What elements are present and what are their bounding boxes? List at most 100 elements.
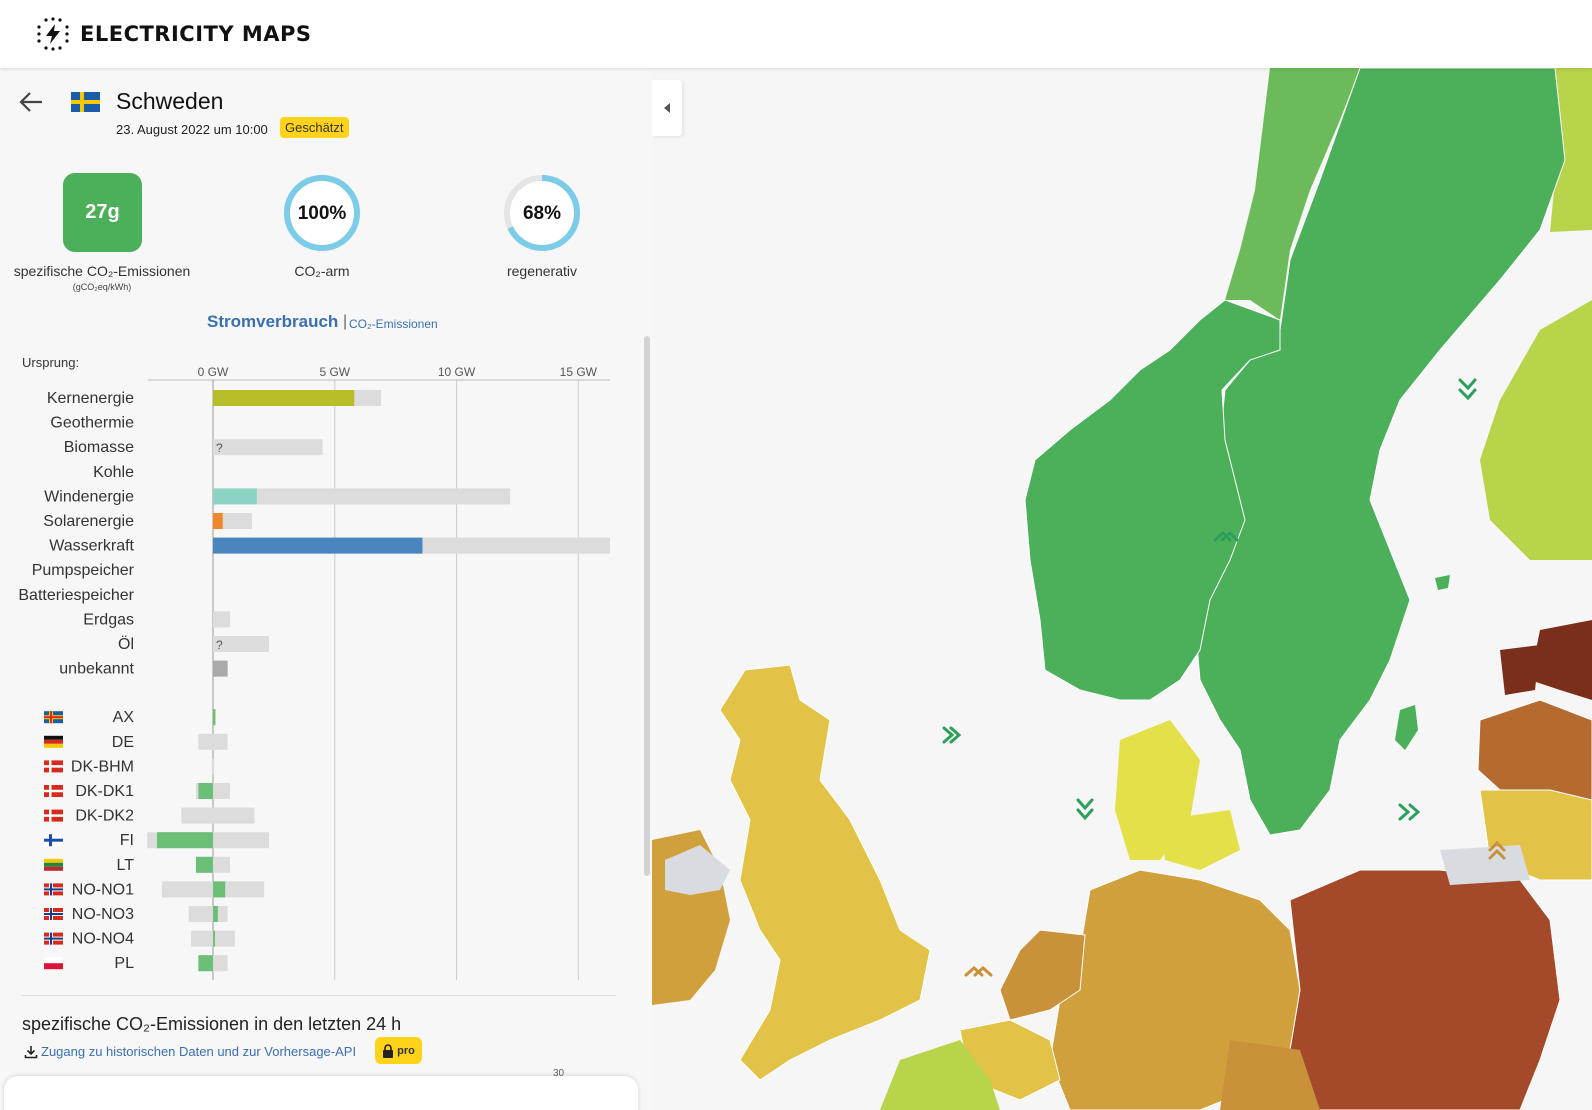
history-title: spezifische CO₂-Emissionen in den letzte… (22, 1014, 402, 1034)
production-bar-5 (213, 513, 223, 529)
exchange-flow-bar-7 (213, 881, 226, 898)
carbon-intensity-unit: (gCO₂eq/kWh) (72, 282, 132, 292)
tick-label-10: 10 GW (438, 365, 476, 379)
origin-label: Ursprung: (22, 355, 80, 370)
capacity-bar-10 (213, 636, 270, 652)
exchange-capacity-bar-1 (198, 733, 228, 750)
flag-no-icon (44, 908, 63, 920)
zone-name: Schweden (116, 88, 224, 114)
low-carbon-label: CO₂-arm (294, 263, 350, 279)
source-label-10: Öl (118, 635, 134, 653)
tick-label-15: 15 GW (560, 365, 598, 379)
exchange-flow-bar-5 (156, 832, 213, 849)
production-bar-11 (213, 660, 228, 677)
exchange-capacity-bar-8 (188, 906, 228, 922)
history-api-link-text[interactable]: Zugang zu historischen Daten und zur Vor… (41, 1044, 357, 1059)
tick-label-5: 5 GW (319, 365, 350, 379)
sweden-flag-icon (71, 92, 100, 112)
chart-title-consumption[interactable]: Stromverbrauch (207, 312, 339, 331)
flag-dk-icon (44, 809, 63, 822)
chart-toggle-emissions[interactable]: CO₂-Emissionen (349, 317, 438, 331)
low-carbon-circle[interactable]: 100% (282, 173, 362, 253)
history-api-link[interactable]: Zugang zu historischen Daten und zur Vor… (24, 1044, 356, 1059)
flag-dk-icon (44, 760, 63, 773)
flag-pl-icon (44, 957, 63, 970)
map-view[interactable] (652, 68, 1592, 1110)
exchange-flow-bar-9 (213, 930, 215, 947)
exchange-label-1: DE (112, 734, 134, 751)
lock-icon (383, 1043, 394, 1058)
flag-fi-icon (44, 834, 63, 847)
brand-name[interactable]: ELECTRICITY MAPS (80, 22, 312, 46)
exchange-capacity-bar-4 (181, 807, 255, 824)
history-chart-card (4, 1076, 638, 1110)
flag-dk-icon (44, 785, 63, 797)
capacity-bar-9 (213, 611, 231, 628)
flag-lt-icon (44, 858, 63, 871)
source-label-8: Batteriespeicher (18, 587, 134, 604)
electricity-maps-logo-icon[interactable] (34, 15, 72, 53)
exchange-label-4: DK-DK2 (75, 808, 134, 825)
source-label-2: Biomasse (64, 439, 134, 456)
capacity-bar-5 (213, 513, 252, 529)
flag-ax-icon (44, 711, 63, 724)
unknown-mark-10: ? (216, 638, 223, 652)
exchange-label-7: NO-NO1 (72, 881, 134, 898)
exchange-label-3: DK-DK1 (75, 783, 134, 800)
renewable-value: 68% (522, 203, 562, 224)
history-axis-tick: 30 (553, 1068, 565, 1079)
tick-label-0: 0 GW (198, 365, 229, 379)
production-bar-4 (213, 488, 257, 505)
exchange-label-2: DK-BHM (71, 758, 134, 775)
collapse-panel-button[interactable] (652, 80, 682, 136)
zone-datetime: 23. August 2022 um 10:00 (116, 122, 268, 137)
production-consumption-chart: 0 GW 5 GW 10 GW 15 GW Kernenergie Geothermie B… (18, 365, 610, 980)
exchange-capacity-bar-2 (211, 758, 215, 775)
exchange-flow-bar-6 (195, 856, 213, 873)
production-bar-6 (213, 537, 423, 554)
low-carbon-value: 100% (297, 203, 347, 224)
exchange-label-5: FI (120, 832, 134, 849)
exchange-flow-bar-8 (213, 906, 218, 922)
capacity-bar-4 (213, 488, 511, 505)
source-label-1: Geothermie (50, 415, 134, 432)
carbon-intensity-label: spezifische CO₂-Emissionen (13, 263, 191, 279)
zone-details-panel: Schweden 23. August 2022 um 10:00 Geschä… (0, 68, 652, 1110)
source-label-0: Kernenergie (47, 390, 134, 407)
flag-de-icon (44, 735, 63, 748)
source-label-5: Solarenergie (43, 513, 134, 530)
section-divider (22, 995, 616, 996)
unknown-mark-2: ? (216, 441, 223, 455)
renewable-label: regenerativ (506, 263, 578, 279)
capacity-bar-2 (213, 439, 323, 456)
panel-scrollbar[interactable] (644, 336, 650, 876)
source-label-7: Pumpspeicher (32, 562, 135, 579)
chart-title-separator: | (343, 313, 348, 330)
source-label-9: Erdgas (83, 611, 134, 628)
estimated-badge[interactable]: Geschätzt (280, 117, 349, 138)
source-label-11: unbekannt (59, 661, 134, 678)
caret-left-icon (664, 103, 670, 113)
renewable-circle[interactable]: 68% (502, 173, 582, 253)
low-carbon-ring (284, 175, 360, 251)
top-bar: ELECTRICITY MAPS (0, 0, 1592, 68)
pro-badge-label: pro (397, 1044, 415, 1057)
source-label-4: Windenergie (44, 488, 134, 505)
europe-map[interactable] (652, 68, 1592, 1110)
exchange-label-0: AX (113, 709, 135, 726)
exchange-flow-bar-0 (213, 709, 216, 726)
renewable-ring (504, 175, 580, 251)
exchange-flow-bar-10 (198, 955, 213, 972)
exchange-label-10: PL (114, 955, 134, 972)
pro-badge[interactable]: pro (375, 1037, 422, 1064)
production-bar-0 (213, 390, 355, 406)
back-arrow-icon[interactable] (18, 90, 44, 114)
source-label-6: Wasserkraft (49, 538, 134, 555)
exchange-label-8: NO-NO3 (72, 906, 134, 923)
exchange-label-6: LT (117, 857, 135, 874)
flag-no-icon (44, 932, 63, 945)
source-label-3: Kohle (93, 464, 134, 481)
flag-no-icon (44, 883, 63, 896)
carbon-intensity-box[interactable]: 27g (63, 173, 142, 252)
exchange-label-9: NO-NO4 (72, 931, 134, 948)
